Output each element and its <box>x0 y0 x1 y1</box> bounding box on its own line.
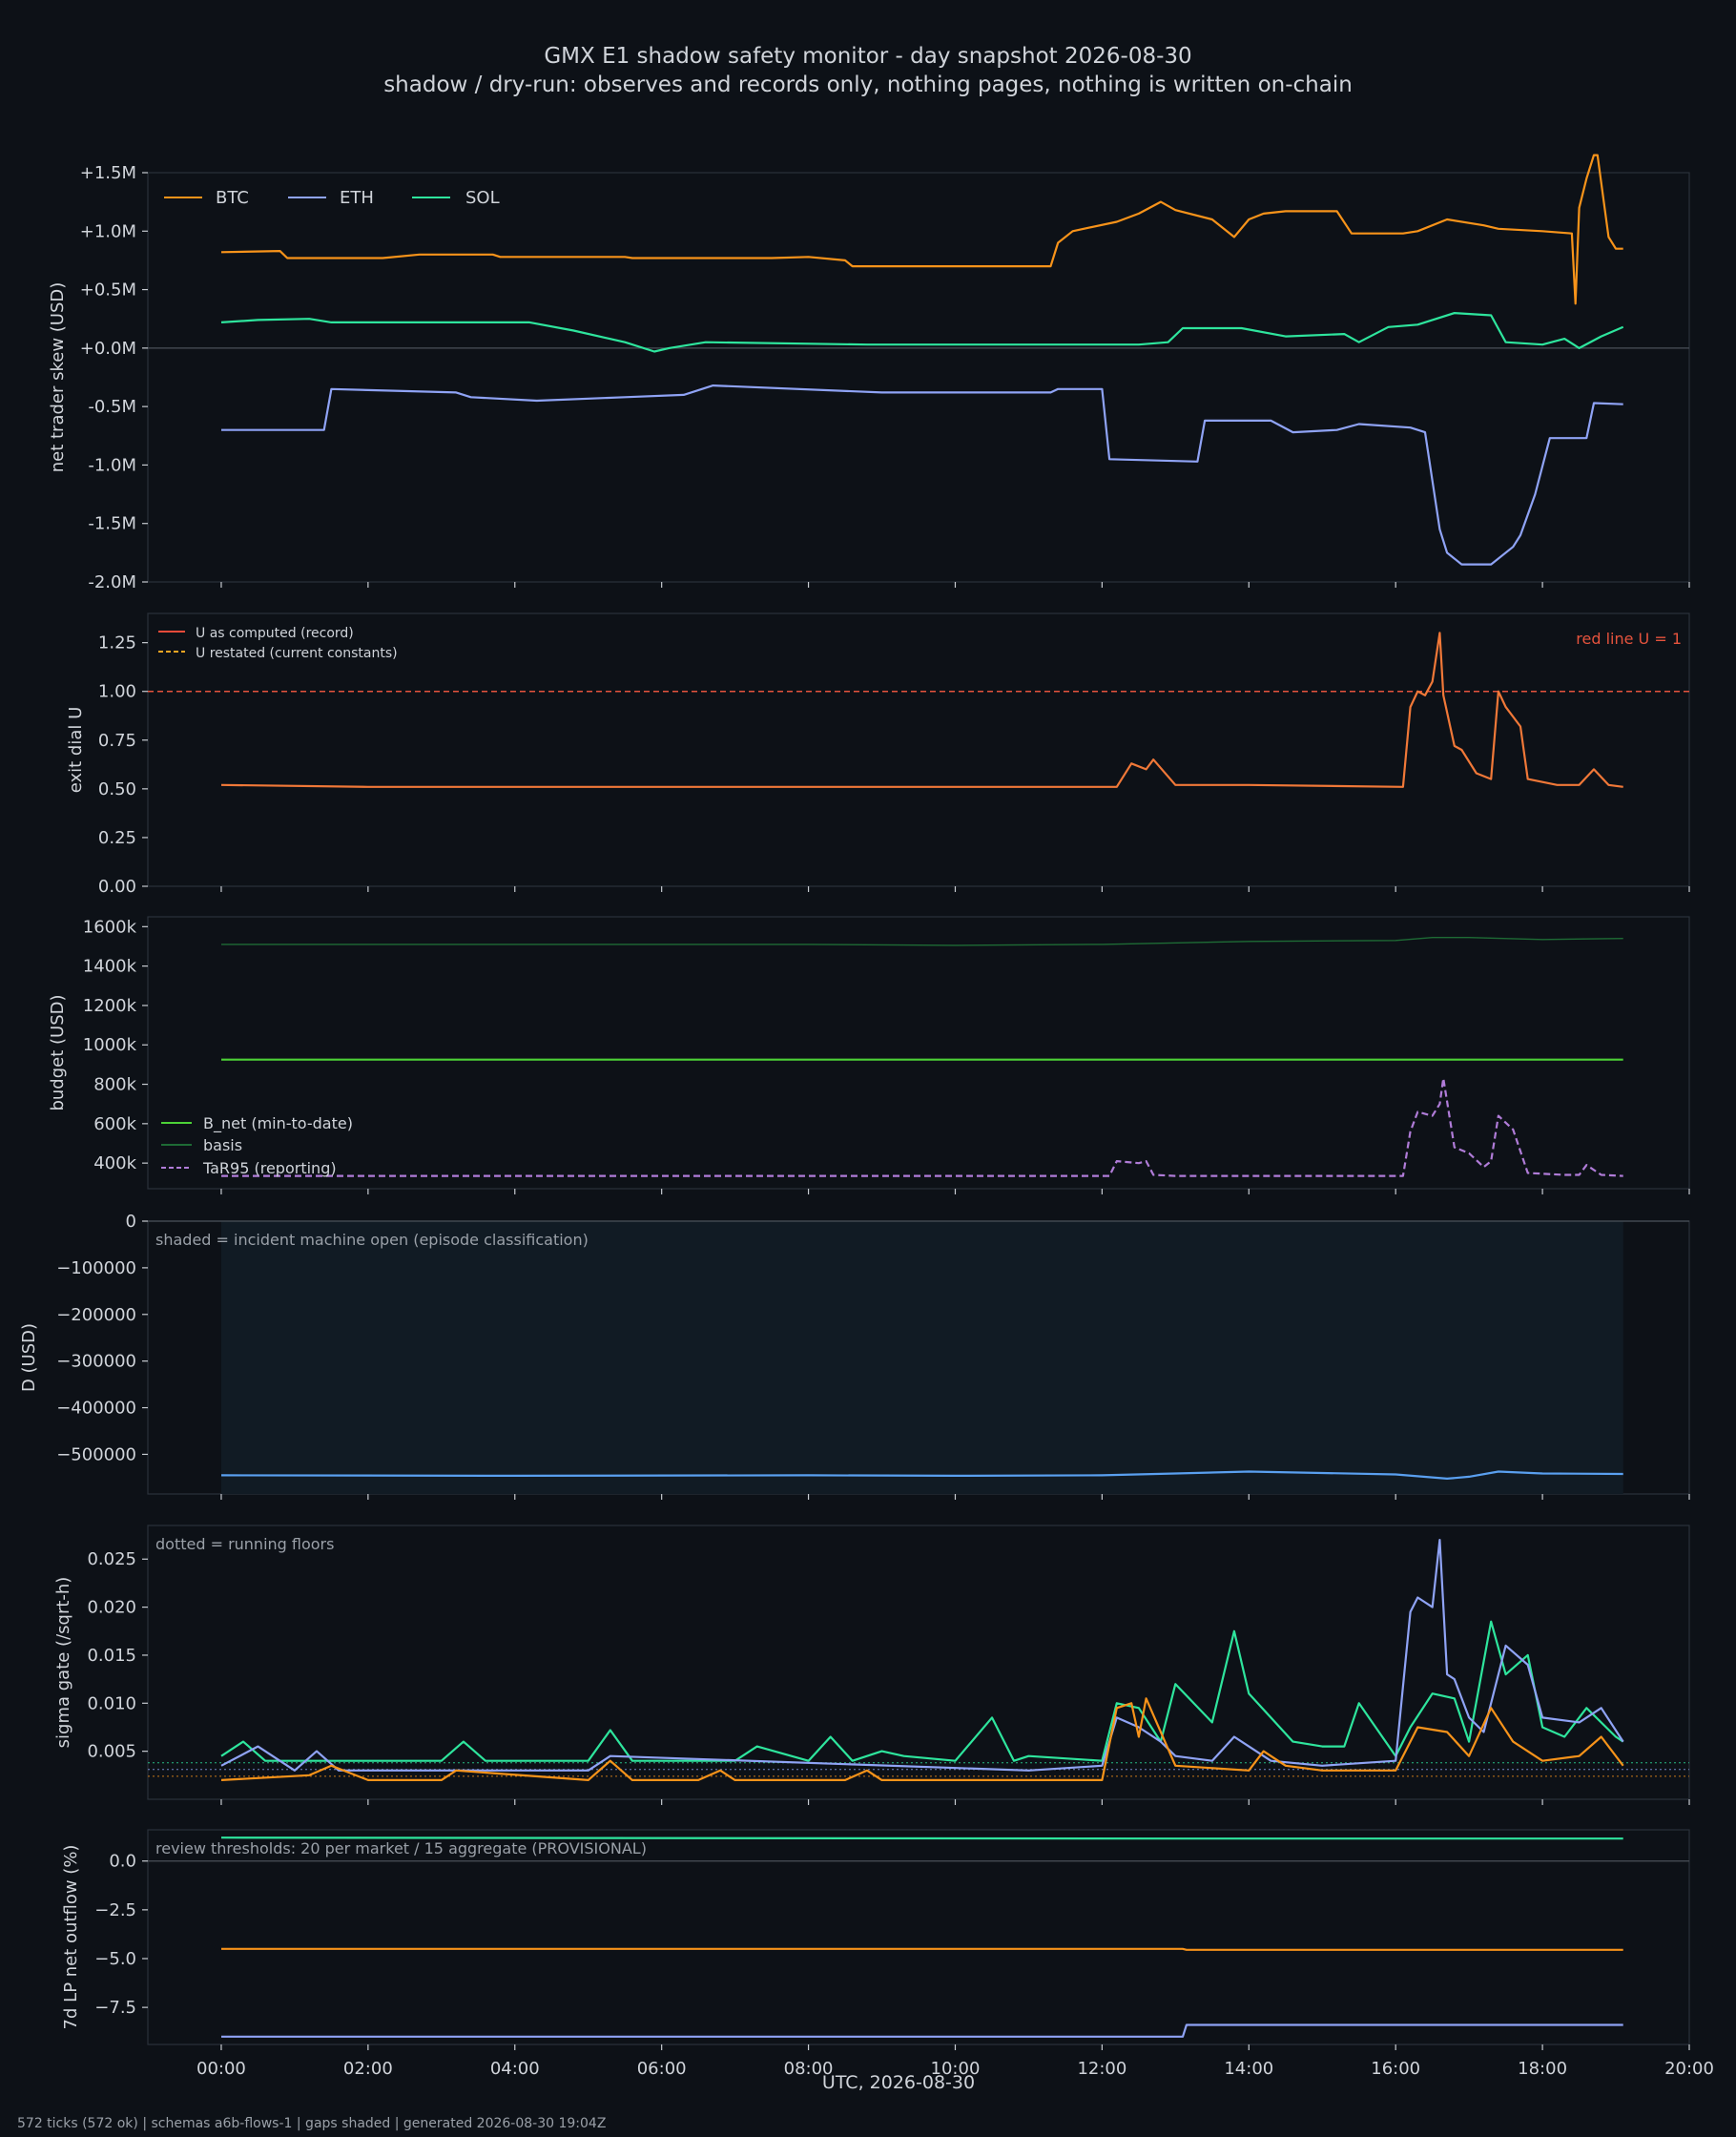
x-tick-label: 08:00 <box>784 2059 834 2079</box>
chart-subtitle: shadow / dry-run: observes and records o… <box>383 73 1353 97</box>
y-tick-label: −7.5 <box>94 1998 136 2018</box>
y-axis-label: 7d LP net outflow (%) <box>61 1845 81 2030</box>
y-tick-label: -2.0M <box>88 572 136 592</box>
panel-2: red line U = 1 0.00 0.25 0.50 0.75 1.00 1.25 ex… <box>66 612 1690 897</box>
y-axis-label: net trader skew (USD) <box>48 282 68 473</box>
incident-shade-region <box>220 1221 1623 1494</box>
y-tick-label: +1.0M <box>80 221 136 241</box>
x-tick-label: 06:00 <box>637 2059 687 2079</box>
x-tick-label: 10:00 <box>931 2059 981 2079</box>
y-tick-label: +0.5M <box>80 280 136 301</box>
y-tick-label: 0.005 <box>87 1742 136 1762</box>
panel-4: 0 −100000 −200000 −300000 −400000 −500000 D (U… <box>19 1212 1690 1500</box>
y-tick-label: -1.5M <box>88 514 136 534</box>
panel-annotation: review thresholds: 20 per market / 15 ag… <box>155 1839 647 1857</box>
series-line-basis <box>221 937 1623 946</box>
legend-label: SOL <box>465 188 500 208</box>
y-tick-label: −100000 <box>56 1258 136 1278</box>
y-tick-label: −500000 <box>56 1444 136 1464</box>
y-tick-label: −300000 <box>56 1352 136 1372</box>
legend-label: BTC <box>216 188 249 208</box>
x-tick-label: 12:00 <box>1077 2059 1126 2079</box>
x-tick-label: 04:00 <box>490 2059 540 2079</box>
y-tick-label: +1.5M <box>80 163 136 183</box>
y-tick-label: 0.75 <box>98 731 136 751</box>
y-tick-label: 0.00 <box>98 877 136 897</box>
legend-label: B_net (min-to-date) <box>203 1114 353 1133</box>
y-tick-label: 1200k <box>83 996 137 1016</box>
legend-label: U as computed (record) <box>196 626 354 641</box>
panel-6: 0.0 −2.5 −5.0 −7.5 7d LP net outflow (%) revi… <box>61 1829 1714 2079</box>
y-tick-label: -0.5M <box>88 397 136 417</box>
y-tick-label: 0.020 <box>87 1598 136 1618</box>
y-axis-label: exit dial U <box>66 707 86 794</box>
series-line-tar95-reporting- <box>221 1077 1623 1177</box>
panel-3: 400k 600k 800k 1000k 1200k 1400k 1600k budget (… <box>48 916 1690 1194</box>
y-axis-label: D (USD) <box>19 1323 39 1392</box>
footer-status: 572 ticks (572 ok) | schemas a6b-flows-1… <box>17 2116 606 2131</box>
y-axis-label: sigma gate (/sqrt-h) <box>53 1577 73 1749</box>
plot-frame <box>147 916 1690 1190</box>
series-line-btc <box>220 1697 1624 1782</box>
series-line-eth <box>220 1538 1624 1772</box>
y-tick-label: −200000 <box>56 1305 136 1325</box>
series-line-btc <box>221 1947 1623 1951</box>
panel-annotation: shaded = incident machine open (episode … <box>155 1231 589 1249</box>
plot-frame <box>147 1829 1690 2045</box>
y-tick-label: 1400k <box>83 957 137 977</box>
series-line-eth <box>221 384 1623 566</box>
series-line-eth <box>221 2023 1623 2038</box>
y-tick-label: 1600k <box>83 917 137 937</box>
y-tick-label: -1.0M <box>88 455 136 475</box>
red-line-label: red line U = 1 <box>1576 630 1682 648</box>
x-tick-label: 14:00 <box>1224 2059 1273 2079</box>
x-tick-label: 02:00 <box>343 2059 393 2079</box>
legend-label: basis <box>203 1136 242 1154</box>
y-tick-label: −400000 <box>56 1399 136 1419</box>
y-tick-label: 0.010 <box>87 1693 136 1713</box>
series-line-d <box>220 1470 1623 1481</box>
panel-1: +1.5M +1.0M +0.5M +0.0M -0.5M -1.0M -1.5M -2.0M… <box>48 154 1690 592</box>
y-tick-label: 0.0 <box>109 1852 136 1872</box>
plot-frame <box>147 612 1690 887</box>
panel-annotation: dotted = running floors <box>155 1535 334 1553</box>
x-tick-label: 20:00 <box>1664 2059 1714 2079</box>
y-tick-label: +0.0M <box>80 339 136 359</box>
y-tick-label: −5.0 <box>94 1949 136 1969</box>
chart-title: GMX E1 shadow safety monitor - day snaps… <box>544 44 1191 69</box>
plot-frame <box>147 172 1690 583</box>
series-line-btc <box>220 154 1623 305</box>
y-axis-label: budget (USD) <box>48 994 68 1110</box>
series-line-sol <box>220 1836 1623 1840</box>
series-line-sol <box>220 1620 1624 1762</box>
x-tick-label: 16:00 <box>1371 2059 1420 2079</box>
y-tick-label: 0.025 <box>87 1549 136 1569</box>
panel-5: 0.005 0.010 0.015 0.020 0.025 sigma gate (/sq… <box>53 1525 1690 1805</box>
y-tick-label: −2.5 <box>94 1900 136 1920</box>
x-tick-label: 00:00 <box>196 2059 246 2079</box>
x-axis-label: UTC, 2026-08-30 <box>822 2072 975 2093</box>
series-line-u-as-computed-record- <box>220 632 1623 788</box>
y-tick-label: 0 <box>126 1212 136 1232</box>
plot-frame <box>147 1525 1690 1800</box>
legend-label: TaR95 (reporting) <box>202 1159 337 1177</box>
y-tick-label: 800k <box>93 1075 136 1095</box>
y-tick-label: 1.25 <box>98 633 136 654</box>
y-tick-label: 600k <box>93 1114 136 1134</box>
y-tick-label: 0.015 <box>87 1646 136 1666</box>
x-tick-label: 18:00 <box>1518 2059 1567 2079</box>
y-tick-label: 1.00 <box>98 682 136 702</box>
legend-label: U restated (current constants) <box>196 646 398 661</box>
y-tick-label: 1000k <box>83 1035 137 1055</box>
y-tick-label: 0.50 <box>98 779 136 799</box>
y-tick-label: 0.25 <box>98 828 136 848</box>
legend-label: ETH <box>340 188 374 208</box>
y-tick-label: 400k <box>93 1153 136 1173</box>
series-line-sol <box>220 312 1624 353</box>
